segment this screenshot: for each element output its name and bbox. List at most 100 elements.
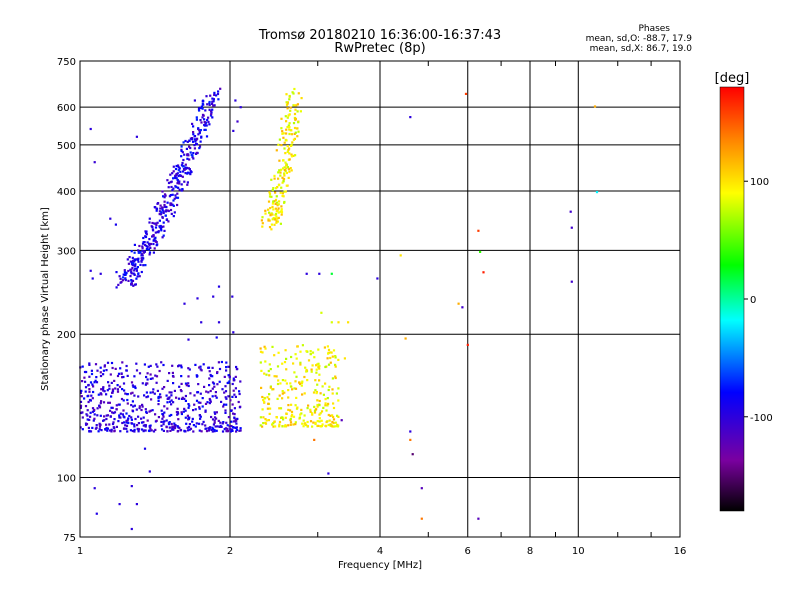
data-point (171, 172, 174, 175)
data-point (317, 362, 320, 365)
data-point (282, 132, 285, 135)
data-point (176, 192, 179, 195)
data-point (89, 381, 93, 384)
data-point (213, 104, 216, 107)
data-point (111, 406, 114, 409)
data-point (140, 260, 143, 263)
data-point (93, 161, 96, 164)
data-point (313, 411, 317, 414)
data-point (334, 421, 337, 424)
data-point (114, 367, 117, 370)
data-point (214, 394, 217, 397)
data-point (160, 424, 163, 427)
data-point (218, 425, 221, 428)
data-point (204, 409, 207, 412)
data-point (137, 251, 140, 254)
data-point (231, 426, 235, 429)
data-point (95, 376, 98, 379)
data-point (331, 388, 334, 391)
data-point (126, 402, 129, 405)
data-point (186, 153, 189, 156)
data-point (287, 408, 290, 411)
data-point (222, 403, 226, 406)
data-point (126, 419, 129, 422)
data-point (216, 383, 219, 386)
data-point (151, 221, 154, 225)
data-point (208, 402, 211, 405)
data-point (187, 171, 190, 174)
data-point (207, 116, 210, 119)
data-point (329, 361, 332, 364)
data-point (88, 375, 91, 378)
data-point (141, 403, 144, 406)
y-tick-label: 100 (57, 474, 76, 485)
data-point (330, 425, 333, 428)
data-point (95, 424, 98, 427)
data-point (226, 430, 229, 433)
data-point (294, 423, 297, 426)
grid-lines (80, 61, 680, 537)
data-point (131, 262, 135, 265)
data-point (314, 422, 317, 426)
data-point (120, 397, 124, 401)
data-point (122, 276, 125, 279)
data-point (172, 401, 175, 404)
data-point (144, 424, 147, 427)
data-point (296, 345, 299, 348)
data-point (334, 376, 337, 380)
data-points (79, 87, 599, 531)
data-point (281, 181, 284, 184)
data-point (225, 361, 228, 364)
data-point (337, 399, 340, 402)
data-point (124, 424, 127, 427)
data-point (172, 204, 175, 207)
data-point (152, 242, 155, 246)
data-point (332, 421, 335, 425)
data-point (178, 188, 181, 191)
data-point (111, 391, 114, 394)
data-point (269, 386, 272, 389)
data-point (276, 209, 279, 212)
stats-x-mode: mean, sd,X: 86.7, 19.0 (589, 44, 692, 54)
data-point (420, 487, 423, 490)
data-point (105, 423, 108, 426)
data-point (209, 400, 212, 403)
data-point (263, 345, 266, 348)
data-point (263, 400, 266, 403)
data-point (327, 348, 331, 351)
data-point (259, 350, 263, 353)
data-point (337, 415, 340, 418)
data-point (295, 375, 298, 378)
data-point (229, 399, 232, 402)
data-point (130, 422, 134, 425)
data-point (327, 388, 330, 392)
data-point (285, 412, 288, 415)
data-point (176, 425, 179, 428)
data-point (289, 167, 292, 170)
data-point (146, 395, 150, 398)
data-point (231, 429, 234, 432)
data-point (234, 395, 237, 398)
data-point (482, 271, 485, 274)
data-point (199, 140, 202, 143)
data-point (146, 419, 149, 422)
data-point (233, 416, 236, 419)
data-point (163, 386, 166, 389)
data-point (264, 212, 267, 215)
data-point (148, 253, 151, 256)
data-point (265, 419, 268, 422)
data-point (125, 424, 129, 427)
data-point (209, 110, 213, 113)
data-point (235, 418, 238, 421)
data-point (318, 417, 321, 420)
data-point (191, 420, 194, 423)
data-point (170, 403, 173, 406)
data-point (317, 366, 320, 369)
data-point (84, 405, 88, 408)
data-point (161, 412, 164, 416)
data-point (277, 379, 280, 382)
data-point (115, 286, 118, 289)
data-point (227, 416, 230, 419)
data-point (140, 254, 143, 257)
data-point (299, 350, 302, 353)
